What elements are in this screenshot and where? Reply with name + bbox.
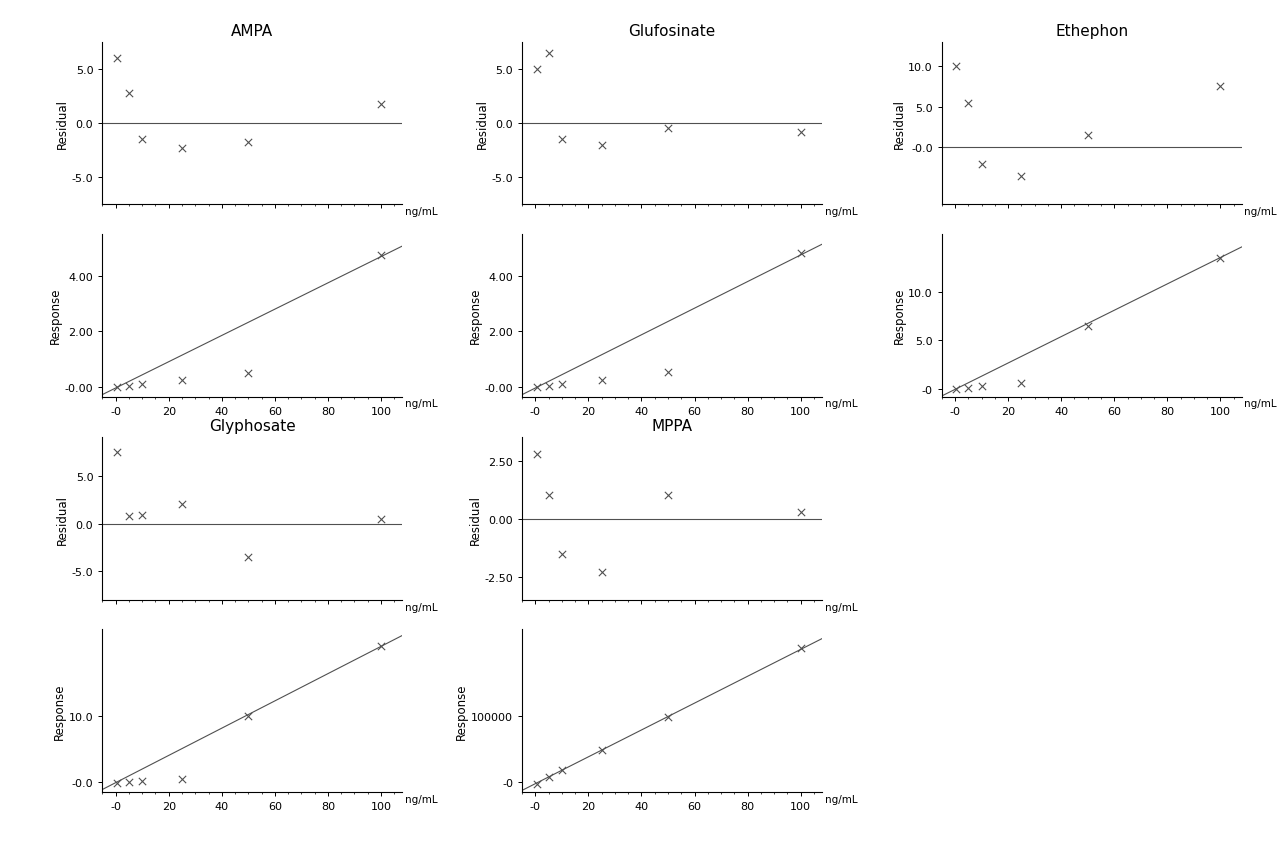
Text: ng/mL: ng/mL: [824, 794, 858, 803]
Point: [119, 87, 140, 101]
Point: [526, 381, 547, 394]
Point: [539, 379, 559, 393]
Point: [1011, 170, 1032, 183]
Y-axis label: Residual: Residual: [476, 99, 489, 149]
Y-axis label: Response: Response: [468, 288, 481, 344]
Text: ng/mL: ng/mL: [824, 207, 858, 216]
Title: AMPA: AMPA: [232, 24, 274, 38]
Point: [946, 383, 966, 396]
Y-axis label: Residual: Residual: [892, 99, 905, 149]
Text: ng/mL: ng/mL: [404, 602, 438, 612]
Title: MPPA: MPPA: [652, 419, 692, 434]
Point: [972, 158, 992, 171]
Point: [591, 566, 612, 579]
Point: [791, 642, 812, 655]
Point: [371, 640, 392, 653]
Point: [791, 247, 812, 261]
Point: [1210, 80, 1230, 94]
Point: [591, 374, 612, 388]
Point: [552, 763, 572, 777]
Point: [106, 446, 127, 459]
Point: [371, 249, 392, 262]
Text: r² = 0.997: r² = 0.997: [1056, 213, 1128, 227]
Point: [132, 134, 152, 147]
Text: ng/mL: ng/mL: [1244, 399, 1277, 408]
Text: ng/mL: ng/mL: [404, 794, 438, 803]
Point: [106, 381, 127, 394]
Text: r² = 1.000: r² = 1.000: [636, 608, 708, 622]
Point: [658, 489, 678, 503]
Point: [371, 98, 392, 112]
Point: [791, 505, 812, 519]
Title: Ethephon: Ethephon: [1055, 24, 1128, 38]
Point: [106, 776, 127, 790]
Point: [238, 550, 259, 564]
Point: [552, 547, 572, 561]
Text: r² = 0.998: r² = 0.998: [636, 213, 708, 227]
Y-axis label: Response: Response: [892, 288, 905, 344]
Text: r² = 1.000: r² = 1.000: [216, 608, 288, 622]
Point: [1078, 130, 1098, 143]
Y-axis label: Response: Response: [52, 682, 67, 740]
Point: [972, 380, 992, 394]
Text: ng/mL: ng/mL: [824, 602, 858, 612]
Text: ng/mL: ng/mL: [1244, 207, 1277, 216]
Text: r² = 0.999: r² = 0.999: [216, 213, 288, 227]
Point: [371, 512, 392, 526]
Point: [132, 378, 152, 392]
Title: Glyphosate: Glyphosate: [209, 419, 296, 434]
Point: [119, 509, 140, 523]
Point: [1210, 252, 1230, 266]
Point: [238, 367, 259, 381]
Y-axis label: Response: Response: [456, 682, 468, 740]
Text: ng/mL: ng/mL: [404, 207, 438, 216]
Point: [526, 63, 547, 77]
Point: [959, 382, 979, 395]
Point: [791, 126, 812, 140]
Point: [658, 123, 678, 136]
Point: [172, 142, 192, 156]
Point: [591, 744, 612, 757]
Point: [238, 709, 259, 722]
Y-axis label: Residual: Residual: [56, 494, 69, 544]
Point: [658, 366, 678, 380]
Point: [959, 97, 979, 111]
Title: Glufosinate: Glufosinate: [628, 24, 716, 38]
Point: [591, 139, 612, 153]
Point: [539, 489, 559, 503]
Point: [552, 377, 572, 391]
Point: [106, 52, 127, 66]
Point: [172, 498, 192, 511]
Y-axis label: Response: Response: [49, 288, 61, 344]
Point: [658, 711, 678, 724]
Point: [539, 47, 559, 60]
Point: [172, 374, 192, 388]
Text: ng/mL: ng/mL: [404, 399, 438, 408]
Text: ng/mL: ng/mL: [824, 399, 858, 408]
Point: [172, 772, 192, 786]
Point: [526, 447, 547, 461]
Y-axis label: Residual: Residual: [468, 494, 481, 544]
Point: [1011, 377, 1032, 390]
Y-axis label: Residual: Residual: [56, 99, 69, 149]
Point: [946, 60, 966, 74]
Point: [552, 134, 572, 147]
Point: [119, 379, 140, 393]
Point: [1078, 320, 1098, 333]
Point: [132, 774, 152, 788]
Point: [132, 509, 152, 522]
Point: [526, 777, 547, 791]
Point: [238, 135, 259, 149]
Point: [539, 770, 559, 784]
Point: [119, 775, 140, 789]
